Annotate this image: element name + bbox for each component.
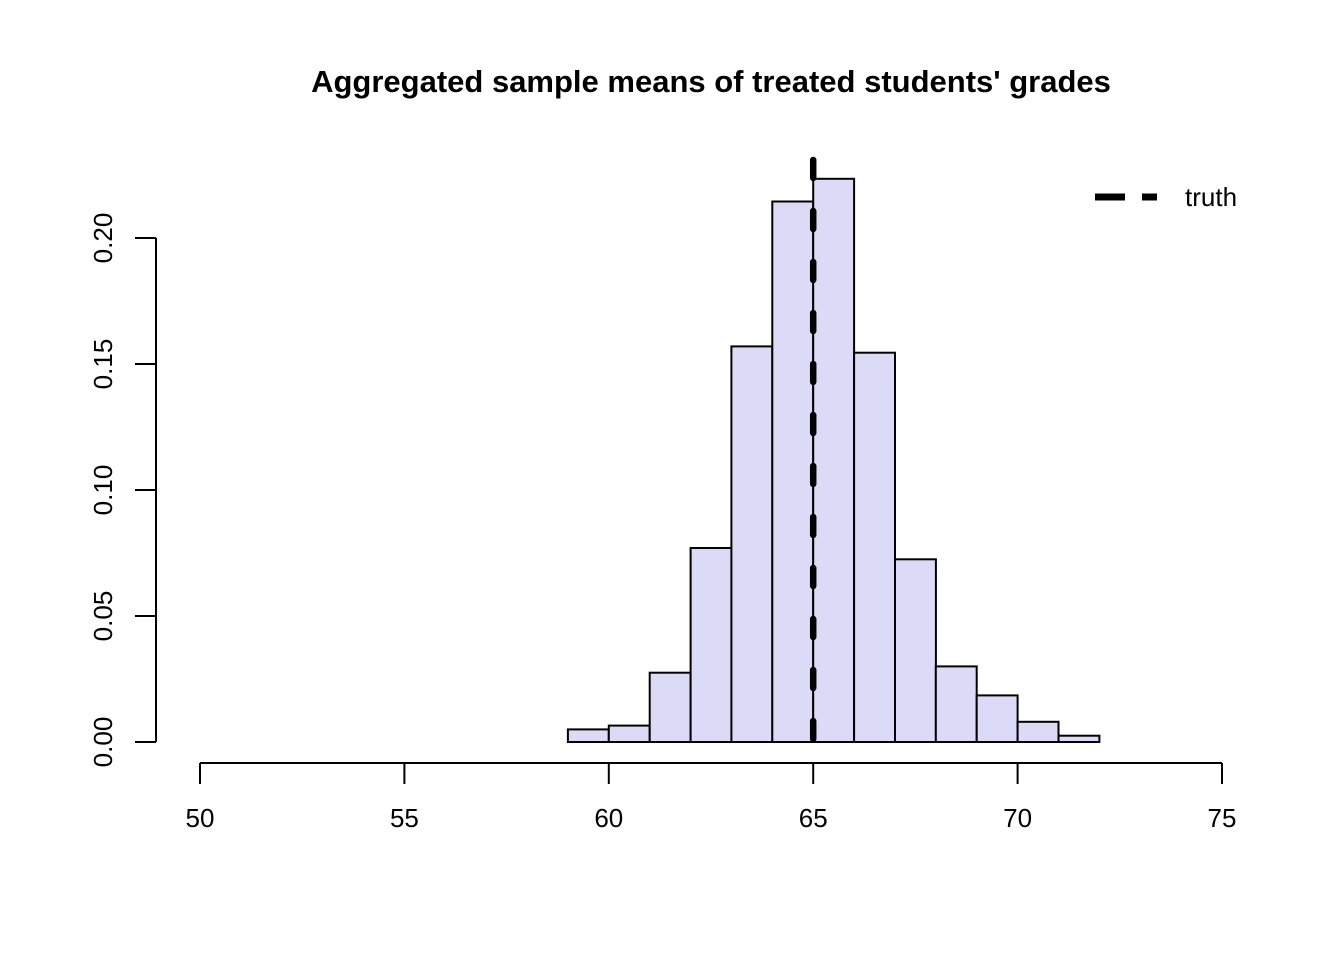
y-tick-label: 0.20 (88, 213, 118, 264)
histogram-bar (607, 724, 651, 743)
x-tick-label: 70 (1003, 803, 1032, 833)
y-tick-label: 0.05 (88, 591, 118, 642)
histogram-bar (934, 665, 978, 744)
legend-label: truth (1185, 182, 1237, 212)
histogram-bar (771, 200, 815, 743)
histogram-bar (566, 728, 610, 744)
x-tick-label: 65 (799, 803, 828, 833)
x-tick-label: 75 (1208, 803, 1237, 833)
histogram-bar (894, 558, 937, 743)
histogram-bar (1016, 720, 1060, 743)
x-tick-label: 50 (186, 803, 215, 833)
y-axis: 0.00 0.05 0.10 0.15 0.20 (88, 213, 157, 768)
histogram-bar (1057, 734, 1101, 744)
histogram-bar (689, 547, 733, 743)
x-tick-label: 55 (390, 803, 419, 833)
legend: truth (1095, 182, 1237, 212)
histogram-bar (853, 351, 896, 743)
y-tick-label: 0.10 (88, 465, 118, 516)
histogram-bars (566, 177, 1101, 744)
chart-title: Aggregated sample means of treated stude… (311, 64, 1111, 99)
y-tick-label: 0.15 (88, 339, 118, 390)
histogram-bar (975, 694, 1019, 744)
histogram-bar (812, 177, 856, 744)
x-axis: 50 55 60 65 70 75 (186, 762, 1237, 833)
histogram-bar (648, 671, 692, 744)
histogram-bar (730, 345, 774, 743)
x-tick-label: 60 (594, 803, 623, 833)
y-tick-label: 0.00 (88, 717, 118, 768)
